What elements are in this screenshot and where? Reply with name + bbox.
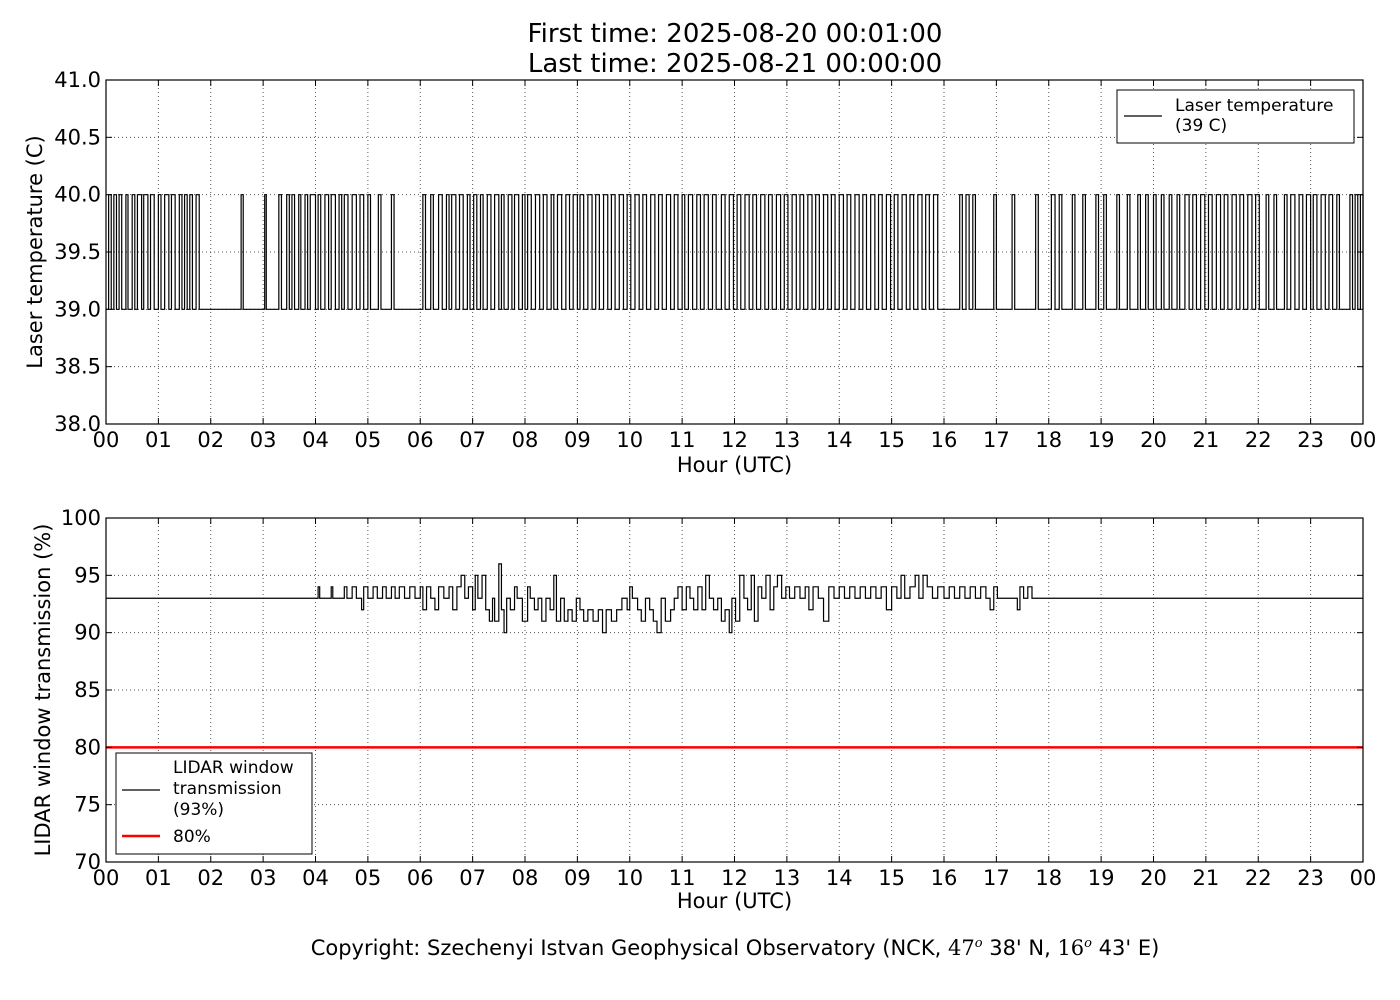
x-tick-label: 18 [1035, 866, 1062, 890]
x-tick-label: 00 [93, 866, 120, 890]
x-tick-label: 22 [1245, 866, 1272, 890]
x-tick-label: 08 [512, 866, 539, 890]
y-tick-label: 100 [61, 506, 101, 530]
legend-box [115, 752, 313, 855]
x-tick-label: 22 [1245, 428, 1272, 452]
y-tick-label: 41.0 [54, 68, 101, 92]
x-tick-label: 23 [1297, 428, 1324, 452]
latitude-degrees: 47 [947, 936, 975, 960]
legend-label-transmission: transmission [173, 779, 282, 799]
x-tick-label: 16 [931, 866, 958, 890]
x-tick-label: 00 [1350, 866, 1377, 890]
degree-mark-lat: o [974, 936, 983, 951]
x-tick-label: 23 [1297, 866, 1324, 890]
x-tick-label: 07 [459, 428, 486, 452]
longitude-minutes: 43' E) [1092, 936, 1160, 960]
x-tick-label: 02 [197, 866, 224, 890]
x-tick-label: 16 [931, 428, 958, 452]
x-tick-label: 05 [355, 866, 382, 890]
x-tick-label: 20 [1140, 428, 1167, 452]
x-tick-label: 09 [564, 866, 591, 890]
x-tick-label: 03 [250, 428, 277, 452]
y-axis-label: LIDAR window transmission (%) [31, 524, 55, 857]
x-tick-label: 10 [616, 866, 643, 890]
y-tick-label: 39.0 [54, 297, 101, 321]
x-tick-label: 13 [774, 866, 801, 890]
title-last-time: Last time: 2025-08-21 00:00:00 [527, 49, 943, 79]
y-tick-label: 90 [74, 621, 101, 645]
x-tick-label: 20 [1140, 866, 1167, 890]
lidar-transmission-line [106, 563, 1363, 634]
x-tick-label: 15 [878, 866, 905, 890]
x-tick-label: 05 [355, 428, 382, 452]
x-axis-label: Hour (UTC) [677, 889, 792, 913]
x-tick-label: 19 [1088, 866, 1115, 890]
y-tick-label: 85 [74, 678, 101, 702]
legend-label-laser: (39 C) [1175, 116, 1227, 136]
y-tick-label: 38.0 [54, 412, 101, 436]
title-first-time: First time: 2025-08-20 00:01:00 [527, 19, 943, 49]
x-tick-label: 12 [721, 866, 748, 890]
x-tick-label: 09 [564, 428, 591, 452]
x-tick-label: 06 [407, 428, 434, 452]
degree-mark-lon: o [1084, 936, 1092, 951]
y-tick-label: 75 [74, 793, 101, 817]
x-tick-label: 21 [1193, 866, 1220, 890]
x-tick-label: 04 [302, 866, 329, 890]
x-tick-label: 01 [145, 428, 172, 452]
y-tick-label: 39.5 [54, 240, 101, 264]
y-tick-label: 40.0 [54, 183, 101, 207]
latitude-minutes: 38' N, [982, 936, 1058, 960]
x-tick-label: 12 [721, 428, 748, 452]
x-axis-label: Hour (UTC) [677, 453, 792, 477]
x-tick-label: 13 [774, 428, 801, 452]
x-tick-label: 11 [669, 428, 696, 452]
copyright-prefix: Copyright: Szechenyi Istvan Geophysical … [310, 936, 948, 960]
legend-label-threshold: 80% [173, 827, 211, 847]
laser-temperature-panel: 00 01 02 03 04 05 06 07 08 09 10 11 12 13 14 15 16 17 18 19… [23, 68, 1376, 477]
x-tick-label: 00 [93, 428, 120, 452]
x-tick-label: 17 [983, 428, 1010, 452]
y-tick-label: 70 [74, 850, 101, 874]
x-tick-label: 08 [512, 428, 539, 452]
x-tick-label: 01 [145, 866, 172, 890]
longitude-degrees: 16 [1057, 936, 1085, 960]
laser-temperature-line [106, 194, 1364, 310]
legend-label-transmission: (93%) [173, 800, 224, 820]
x-tick-label: 15 [878, 428, 905, 452]
x-tick-label: 07 [459, 866, 486, 890]
x-tick-label: 06 [407, 866, 434, 890]
y-tick-label: 95 [74, 563, 101, 587]
x-tick-label: 18 [1035, 428, 1062, 452]
x-tick-label: 02 [197, 428, 224, 452]
x-tick-label: 00 [1350, 428, 1377, 452]
y-axis-label: Laser temperature (C) [23, 135, 47, 368]
x-tick-label: 19 [1088, 428, 1115, 452]
y-tick-label: 40.5 [54, 125, 101, 149]
x-tick-label: 14 [826, 428, 853, 452]
legend-label-transmission: LIDAR window [173, 758, 294, 778]
copyright-footer: Copyright: Szechenyi Istvan Geophysical … [0, 936, 1400, 960]
legend-label-laser: Laser temperature [1175, 96, 1333, 116]
x-tick-label: 17 [983, 866, 1010, 890]
x-tick-label: 14 [826, 866, 853, 890]
y-tick-label: 80 [74, 735, 101, 759]
y-tick-label: 38.5 [54, 355, 101, 379]
x-tick-label: 11 [669, 866, 696, 890]
x-tick-label: 21 [1193, 428, 1220, 452]
legend: Laser temperature(39 C) [1116, 89, 1355, 144]
x-tick-label: 04 [302, 428, 329, 452]
x-tick-label: 03 [250, 866, 277, 890]
x-tick-label: 10 [616, 428, 643, 452]
lidar-transmission-panel: 00 01 02 03 04 05 06 07 08 09 10 11 12 13 14 15 16 17 18 19… [31, 506, 1376, 913]
